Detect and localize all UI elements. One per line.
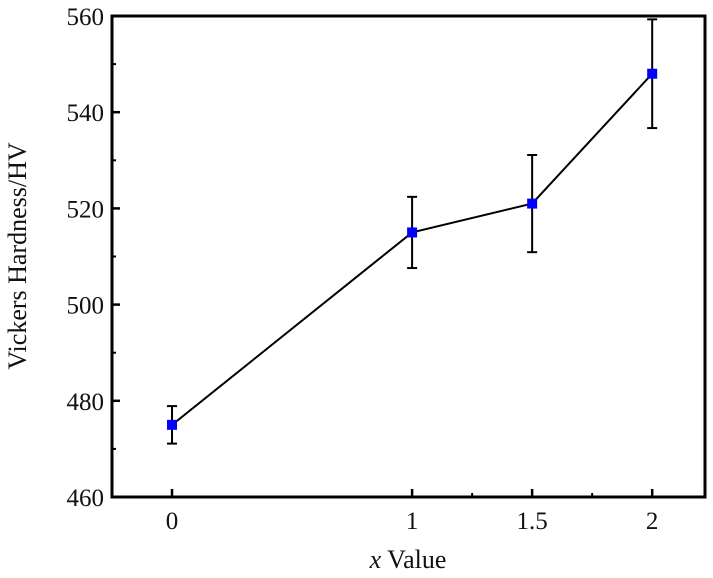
y-axis-label: Vickers Hardness/HV bbox=[3, 142, 32, 370]
x-tick-label: 2 bbox=[646, 508, 659, 535]
y-tick-label: 460 bbox=[67, 485, 105, 512]
data-point-marker bbox=[647, 68, 658, 79]
x-axis-label-rest: Value bbox=[381, 545, 446, 574]
x-tick-label: 1.5 bbox=[517, 508, 548, 535]
x-tick-label: 0 bbox=[166, 508, 179, 535]
series-line bbox=[171, 73, 653, 426]
x-axis-label: x Value bbox=[369, 545, 447, 574]
x-tick-label: 1 bbox=[406, 508, 419, 535]
x-axis-label-var: x bbox=[369, 545, 382, 574]
data-point-marker bbox=[527, 198, 538, 209]
plot-frame bbox=[110, 14, 707, 499]
y-tick-label: 520 bbox=[67, 196, 105, 223]
y-tick-label: 540 bbox=[67, 100, 105, 127]
y-tick-label: 480 bbox=[67, 389, 105, 416]
data-point-marker bbox=[407, 227, 418, 238]
data-point-marker bbox=[167, 419, 178, 430]
y-tick-label: 500 bbox=[67, 293, 105, 320]
y-tick-label: 560 bbox=[67, 4, 105, 31]
